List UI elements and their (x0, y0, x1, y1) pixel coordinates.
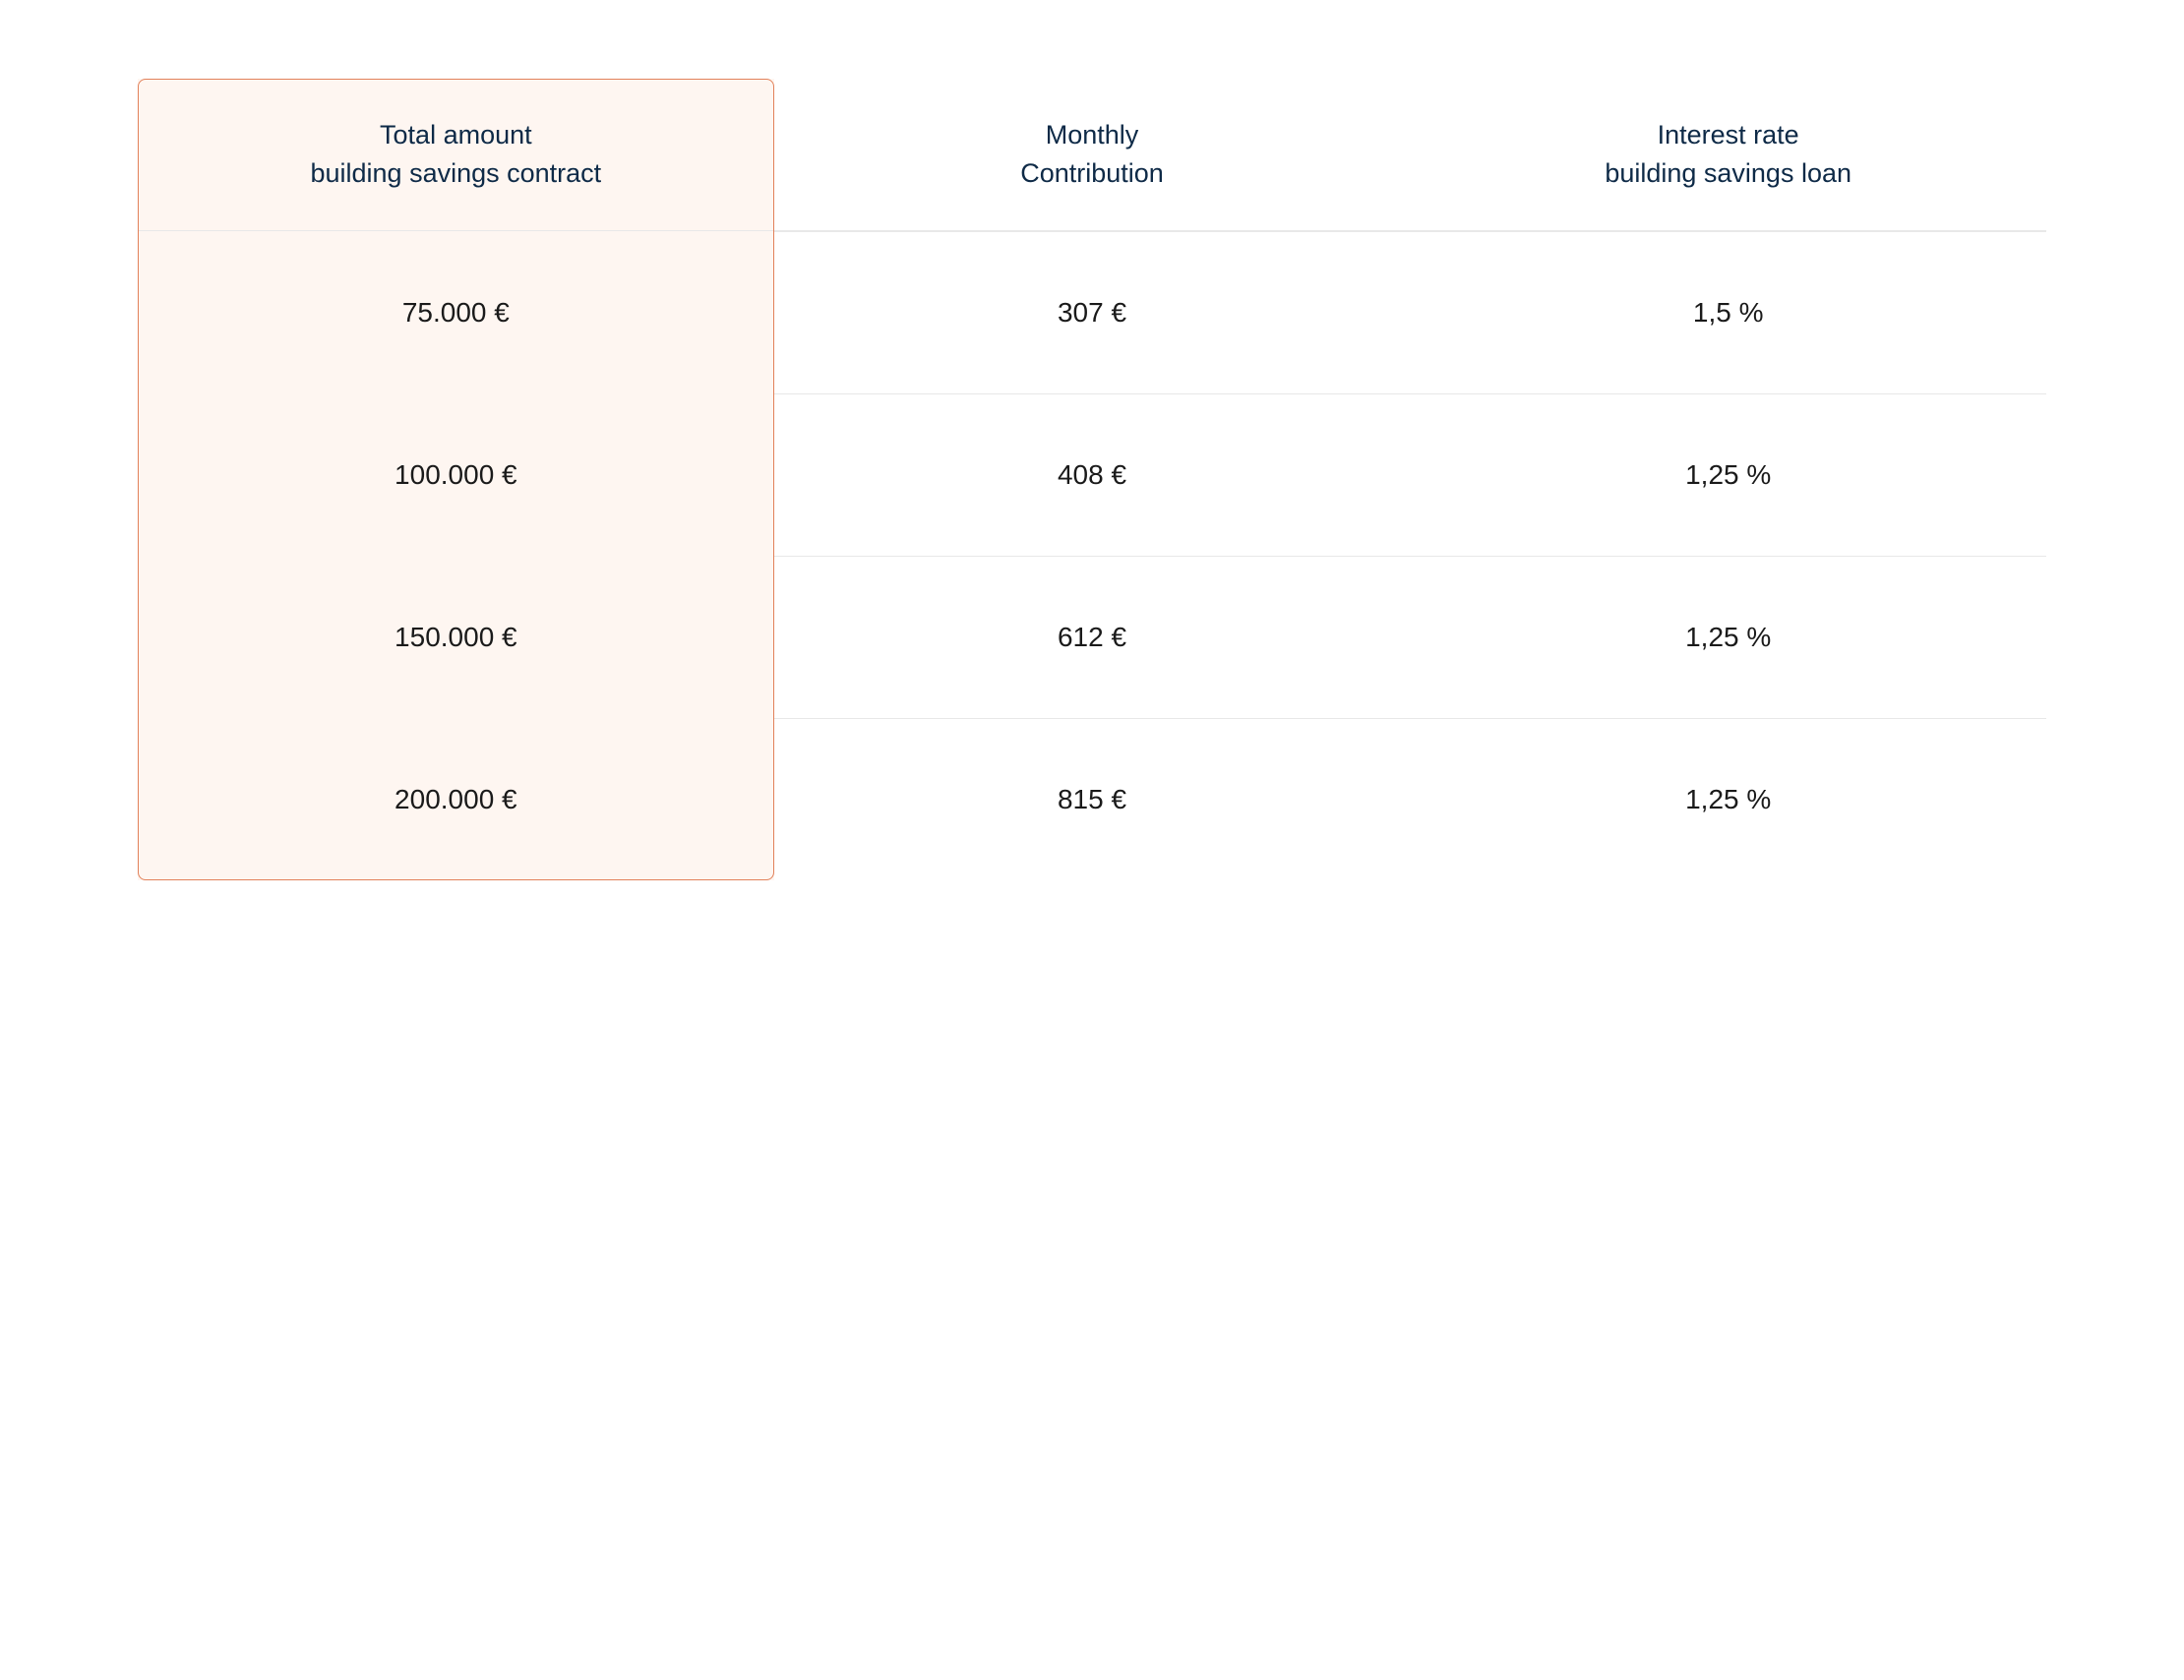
cell-rate: 1,25 % (1410, 718, 2046, 880)
cell-contribution: 307 € (774, 231, 1411, 393)
cell-contribution: 815 € (774, 718, 1411, 880)
cell-amount: 200.000 € (138, 718, 774, 880)
cell-contribution: 612 € (774, 556, 1411, 718)
column-header-amount: Total amount building savings contract (138, 79, 774, 231)
cell-rate: 1,25 % (1410, 556, 2046, 718)
table-row: 100.000 € 408 € 1,25 % (138, 393, 2046, 556)
savings-table: Total amount building savings contract M… (138, 79, 2046, 880)
cell-amount: 150.000 € (138, 556, 774, 718)
table-row: 150.000 € 612 € 1,25 % (138, 556, 2046, 718)
cell-amount: 75.000 € (138, 231, 774, 393)
cell-rate: 1,5 % (1410, 231, 2046, 393)
header-line: Interest rate (1605, 116, 1851, 154)
table-header-row: Total amount building savings contract M… (138, 79, 2046, 231)
table-row: 200.000 € 815 € 1,25 % (138, 718, 2046, 880)
cell-rate: 1,25 % (1410, 393, 2046, 556)
column-header-contribution: Monthly Contribution (774, 79, 1411, 231)
header-line: Total amount (311, 116, 602, 154)
header-line: Contribution (1020, 154, 1164, 193)
cell-amount: 100.000 € (138, 393, 774, 556)
table-row: 75.000 € 307 € 1,5 % (138, 231, 2046, 393)
header-line: building savings contract (311, 154, 602, 193)
column-header-rate: Interest rate building savings loan (1410, 79, 2046, 231)
cell-contribution: 408 € (774, 393, 1411, 556)
header-line: Monthly (1020, 116, 1164, 154)
header-line: building savings loan (1605, 154, 1851, 193)
